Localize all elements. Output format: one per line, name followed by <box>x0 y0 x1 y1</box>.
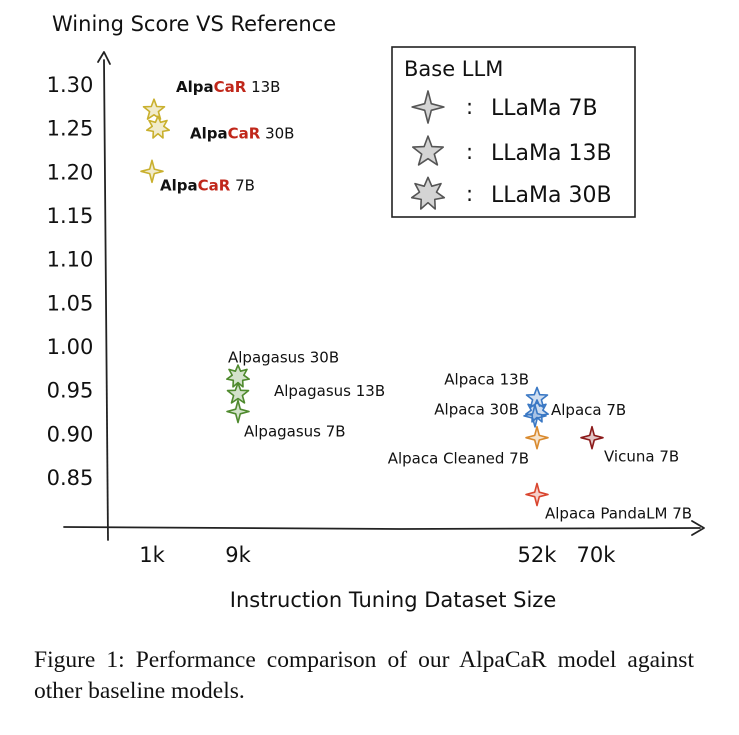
legend-marker <box>411 90 445 124</box>
data-point-label: AlpaCaR 30B <box>190 125 294 143</box>
data-point-label: AlpaCaR 7B <box>160 176 255 194</box>
data-point-label: Alpagasus 13B <box>274 382 385 400</box>
x-axis-arrow <box>691 520 705 536</box>
data-point-marker <box>226 399 250 424</box>
y-tick-labels: 1.30 1.25 1.20 1.15 1.10 1.05 1.00 0.95 0.90 0.85 <box>47 73 94 490</box>
y-tick-label: 0.95 <box>47 379 94 403</box>
data-point-marker <box>142 98 166 120</box>
label-part: 7B <box>230 176 255 194</box>
legend-separator: : <box>466 182 473 206</box>
data-point-marker <box>146 115 170 139</box>
legend-frame <box>391 46 636 218</box>
y-tick-label: 1.05 <box>47 291 94 315</box>
label-part: 30B <box>260 125 294 143</box>
data-point-label: Alpaca PandaLM 7B <box>545 504 692 522</box>
x-tick-label: 52k <box>518 543 558 567</box>
legend-entry-label: LLaMa 13B <box>491 141 612 166</box>
x-tick-label: 70k <box>577 543 617 567</box>
data-point-label: Alpaca 30B <box>434 401 519 419</box>
data-point-marker <box>226 382 250 404</box>
x-tick-labels: 1k 9k 52k 70k <box>139 543 616 567</box>
x-axis-label: Instruction Tuning Dataset Size <box>230 588 557 612</box>
scatter-chart: Wining Score VS Reference Instruction Tu… <box>47 12 705 612</box>
label-part: Alpa <box>176 78 214 96</box>
label-part: Alpa <box>160 176 198 194</box>
data-point-marker <box>525 425 549 450</box>
label-part: CaR <box>228 125 261 143</box>
legend-title: Base LLM <box>404 57 503 81</box>
label-part: 13B <box>246 78 280 96</box>
y-tick-label: 1.20 <box>47 160 94 184</box>
y-tick-label: 0.90 <box>47 422 94 446</box>
data-point-marker <box>580 425 604 450</box>
legend: Base LLM : LLaMa 7B: LLaMa 13B: LLaMa 30B <box>391 46 636 218</box>
legend-entry-label: LLaMa 30B <box>491 183 612 208</box>
y-tick-label: 1.10 <box>47 248 94 272</box>
label-part: CaR <box>214 78 247 96</box>
data-point-label: Vicuna 7B <box>604 448 679 466</box>
legend-marker <box>410 176 446 210</box>
data-point-label: AlpaCaR 13B <box>176 78 280 96</box>
data-point-label: Alpagasus 30B <box>228 349 339 367</box>
figure-caption: Figure 1: Performance comparison of our … <box>34 647 694 704</box>
legend-entry-label: LLaMa 7B <box>491 96 598 121</box>
y-axis-line <box>103 59 109 541</box>
legend-separator: : <box>466 140 473 164</box>
data-point-marker <box>140 159 164 184</box>
data-point-marker <box>525 386 549 409</box>
data-point-label: Alpagasus 7B <box>244 423 346 441</box>
y-axis-arrow <box>97 51 111 65</box>
y-tick-label: 1.30 <box>47 73 94 97</box>
y-tick-label: 1.15 <box>47 204 94 228</box>
data-point-marker <box>523 404 547 428</box>
x-tick-label: 1k <box>139 543 165 567</box>
legend-marker <box>412 135 444 166</box>
label-part: Alpa <box>190 125 228 143</box>
x-axis-line <box>63 526 701 530</box>
y-tick-label: 1.00 <box>47 335 94 359</box>
data-point-label: Alpaca 13B <box>444 370 529 388</box>
label-part: CaR <box>198 176 231 194</box>
y-axis-label: Wining Score VS Reference <box>52 12 336 36</box>
data-point-marker <box>525 482 549 507</box>
legend-separator: : <box>466 95 473 119</box>
data-point-label: Alpaca 7B <box>551 401 626 419</box>
data-point-label: Alpaca Cleaned 7B <box>388 450 529 468</box>
y-tick-label: 1.25 <box>47 117 94 141</box>
x-tick-label: 9k <box>225 543 251 567</box>
y-tick-label: 0.85 <box>47 466 94 490</box>
